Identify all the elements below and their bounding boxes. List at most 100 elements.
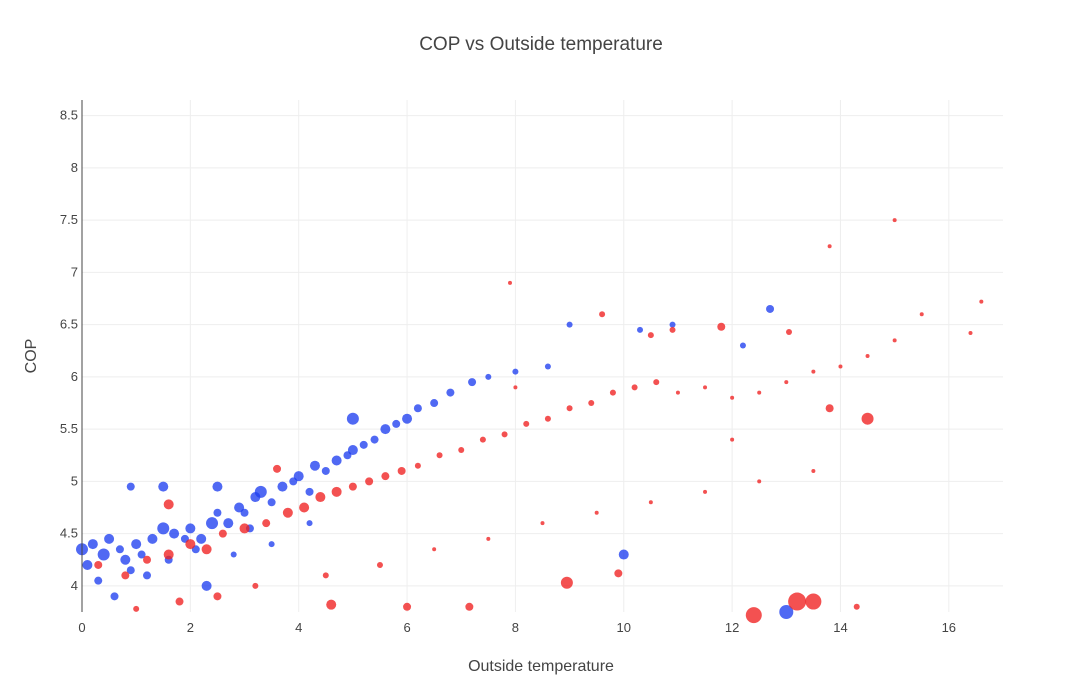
y-axis-title: COP (23, 339, 40, 374)
red-point (381, 472, 390, 481)
red-point (784, 380, 789, 385)
blue-point (223, 518, 234, 529)
blue-point (201, 580, 212, 591)
red-point (853, 603, 860, 610)
blue-point (618, 549, 629, 560)
blue-point (212, 481, 223, 492)
red-point (703, 385, 708, 390)
blue-point (306, 520, 313, 527)
blue-point (169, 528, 180, 539)
red-point (865, 354, 870, 358)
blue-point (206, 517, 219, 530)
red-point (730, 437, 735, 442)
blue-point (392, 419, 401, 428)
red-point (544, 415, 551, 422)
red-point (631, 384, 638, 391)
red-point (163, 499, 174, 510)
blue-point (779, 605, 794, 619)
blue-point (346, 412, 359, 425)
blue-point (321, 466, 330, 475)
red-point (594, 510, 599, 515)
red-point (745, 607, 762, 624)
red-point (121, 571, 130, 580)
red-point (397, 466, 406, 475)
y-tick-label: 4.5 (60, 526, 78, 541)
red-point (507, 280, 512, 285)
red-point (133, 605, 140, 612)
blue-point (347, 445, 358, 456)
red-point (560, 576, 573, 589)
blue-point (137, 550, 146, 559)
red-point (825, 404, 834, 413)
red-point (376, 561, 383, 568)
blue-point (240, 508, 249, 517)
x-tick-label: 2 (187, 620, 194, 635)
blue-point (268, 541, 275, 548)
x-tick-label: 10 (617, 620, 631, 635)
blue-point (512, 368, 519, 375)
red-point (653, 379, 660, 386)
red-point (239, 523, 250, 534)
x-tick-label: 16 (942, 620, 956, 635)
blue-point (359, 440, 368, 449)
blue-point (309, 460, 320, 471)
red-point (501, 431, 508, 438)
scatter-points (76, 218, 984, 624)
red-point (614, 569, 623, 578)
red-point (540, 521, 545, 526)
blue-point (115, 545, 124, 554)
blue-point (104, 533, 115, 544)
red-point (201, 544, 212, 555)
y-tick-label: 4 (71, 578, 78, 593)
red-point (322, 572, 329, 579)
red-point (892, 218, 897, 223)
red-point (175, 597, 184, 606)
red-point (403, 602, 412, 611)
red-point (757, 479, 762, 484)
red-point (458, 447, 465, 454)
blue-point (669, 321, 676, 328)
red-point (262, 519, 271, 528)
red-point (143, 555, 152, 564)
red-point (523, 420, 530, 427)
gridlines (81, 100, 1003, 612)
red-point (252, 582, 259, 589)
red-point (811, 369, 816, 374)
y-tick-label: 7 (71, 264, 78, 279)
red-point (185, 539, 196, 550)
blue-point (87, 539, 98, 550)
red-point (861, 412, 874, 425)
red-point (648, 500, 653, 505)
blue-point (305, 487, 314, 496)
chart-title: COP vs Outside temperature (419, 34, 663, 55)
blue-point (126, 566, 135, 575)
red-point (669, 326, 676, 333)
red-point (647, 332, 654, 339)
blue-point (131, 539, 142, 550)
blue-point (230, 551, 237, 558)
y-tick-label: 5.5 (60, 421, 78, 436)
red-point (979, 299, 984, 304)
red-point (838, 364, 843, 369)
blue-point (147, 533, 158, 544)
y-tick-label: 6 (71, 369, 78, 384)
blue-point (213, 508, 222, 517)
blue-point (158, 481, 169, 492)
y-tick-label: 8 (71, 160, 78, 175)
red-point (788, 592, 807, 611)
x-tick-label: 6 (403, 620, 410, 635)
blue-point (566, 321, 573, 328)
red-point (326, 599, 337, 610)
red-point (432, 547, 437, 552)
x-tick-label: 4 (295, 620, 302, 635)
red-point (827, 244, 832, 249)
red-point (282, 507, 293, 518)
blue-point (94, 576, 103, 585)
axes: 0 2 4 6 8 10 12 14 16 4 4.5 5 5.5 6 6.5 7 7.5 8 8.5 (60, 100, 956, 635)
blue-point (485, 373, 492, 380)
blue-point (739, 342, 746, 349)
red-point (365, 477, 374, 486)
blue-point (157, 522, 170, 535)
blue-point (97, 548, 110, 561)
